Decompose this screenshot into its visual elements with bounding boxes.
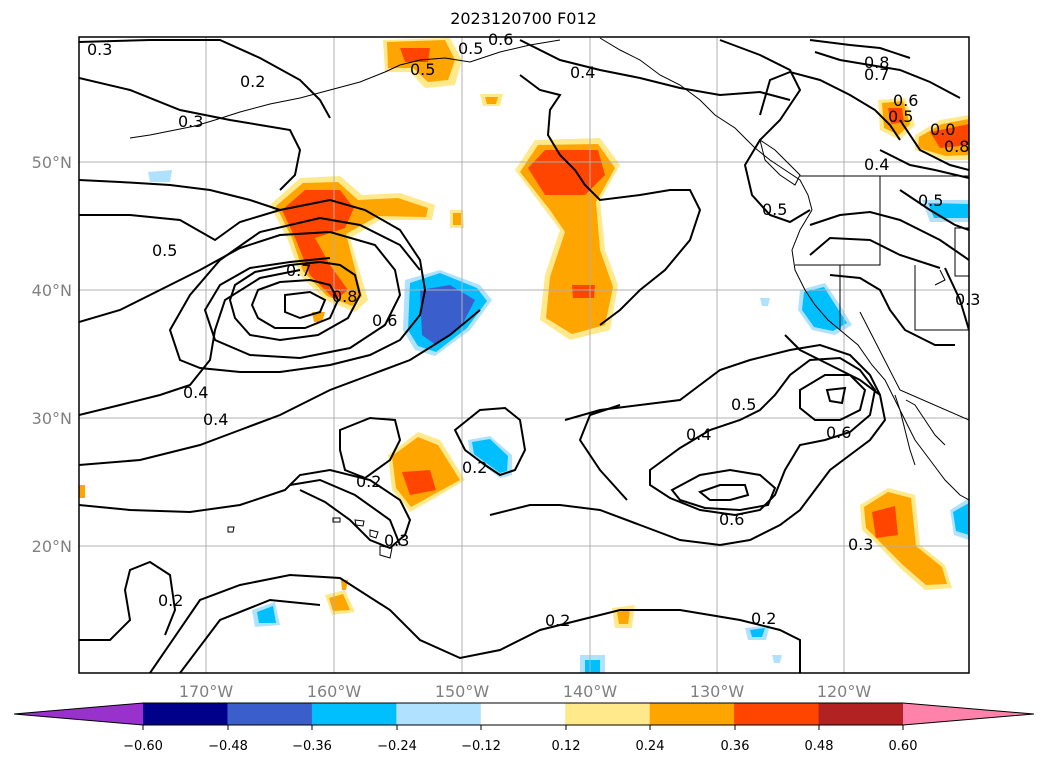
contour-label: 0.5	[762, 200, 787, 219]
contour-label: 0.8	[864, 53, 889, 72]
colorbar-ticks	[142, 725, 904, 730]
contour-label: 0.7	[864, 65, 889, 84]
lat-label: 50°N	[32, 153, 72, 172]
contour-label: 0.8	[332, 287, 357, 306]
colorbar-segment	[818, 703, 904, 725]
colorbar-segment	[480, 703, 566, 725]
colorbar-extend-low	[14, 703, 143, 725]
contour-label: 0.2	[751, 609, 776, 628]
colorbar-tick-label: −0.60	[123, 739, 163, 754]
contour-label: 0.2	[462, 458, 487, 477]
contour-label: 0.6	[372, 311, 397, 330]
colorbar-tick-label: −0.48	[208, 739, 248, 754]
lon-label: 150°W	[435, 682, 490, 701]
contour-label: 0.5	[731, 395, 756, 414]
contour-label: 0.6	[488, 30, 513, 49]
colorbar-extend-high	[903, 703, 1034, 725]
contour-label: 0.4	[203, 410, 228, 429]
contour-label: 0.4	[686, 425, 711, 444]
contour-label: 0.2	[545, 611, 570, 630]
colorbar-tick-label: 0.12	[552, 739, 581, 754]
contour-label: 0.6	[719, 510, 744, 529]
colorbar: −0.60 −0.48 −0.36 −0.24 −0.12 0.12 0.24 …	[13, 702, 1035, 754]
contour-label: 0.5	[918, 191, 943, 210]
lon-label: 170°W	[179, 682, 234, 701]
colorbar-segment	[565, 703, 651, 725]
colorbar-tick-label: −0.36	[292, 739, 332, 754]
contour-label: 0.3	[87, 40, 112, 59]
contour-label: 0.4	[183, 383, 208, 402]
lat-label: 40°N	[32, 281, 72, 300]
contour-label: 0.2	[158, 591, 183, 610]
contour-labels: 0.3 0.5 0.6 0.2 0.3 0.5 0.4 0.8 0.7 0.6 …	[87, 30, 980, 630]
colorbar-tick-label: 0.36	[721, 739, 750, 754]
contour-label: 0.5	[410, 60, 435, 79]
longitude-labels: 170°W 160°W 150°W 140°W 130°W 120°W	[179, 682, 872, 701]
lat-label: 20°N	[32, 537, 72, 556]
lat-label: 30°N	[32, 409, 72, 428]
lon-label: 130°W	[690, 682, 745, 701]
colorbar-segment	[734, 703, 820, 725]
map-title: 2023120700 F012	[450, 9, 597, 28]
contour-lines	[79, 39, 969, 673]
colorbar-tick-label: −0.12	[461, 739, 501, 754]
latitude-labels: 50°N 40°N 30°N 20°N	[32, 153, 72, 556]
contour-label: 0.0	[930, 120, 955, 139]
shaded-anomaly-patches	[79, 38, 969, 673]
colorbar-segment	[311, 703, 397, 725]
colorbar-tick-label: −0.24	[377, 739, 417, 754]
contour-label: 0.5	[888, 107, 913, 126]
contour-label: 0.2	[356, 472, 381, 491]
colorbar-segment	[143, 703, 228, 725]
colorbar-tick-label: 0.48	[805, 739, 834, 754]
gridlines	[79, 37, 969, 673]
lon-label: 160°W	[307, 682, 362, 701]
colorbar-tick-label: 0.24	[636, 739, 665, 754]
colorbar-segment	[227, 703, 313, 725]
colorbar-tick-label: 0.60	[889, 739, 918, 754]
contour-label: 0.5	[458, 39, 483, 58]
contour-label: 0.6	[893, 91, 918, 110]
contour-label: 0.3	[178, 112, 203, 131]
contour-label: 0.8	[944, 137, 969, 156]
lon-label: 120°W	[817, 682, 872, 701]
colorbar-segment	[396, 703, 482, 725]
contour-label: 0.6	[826, 423, 851, 442]
colorbar-segment	[649, 703, 735, 725]
contour-label: 0.3	[848, 535, 873, 554]
contour-label: 0.2	[240, 72, 265, 91]
lon-label: 140°W	[563, 682, 618, 701]
contour-label: 0.4	[570, 63, 595, 82]
contour-label: 0.3	[955, 290, 980, 309]
contour-label: 0.3	[384, 531, 409, 550]
contour-label: 0.5	[152, 241, 177, 260]
map-frame	[78, 36, 970, 674]
contour-label: 0.4	[864, 155, 889, 174]
contour-label: 0.7	[286, 261, 311, 280]
